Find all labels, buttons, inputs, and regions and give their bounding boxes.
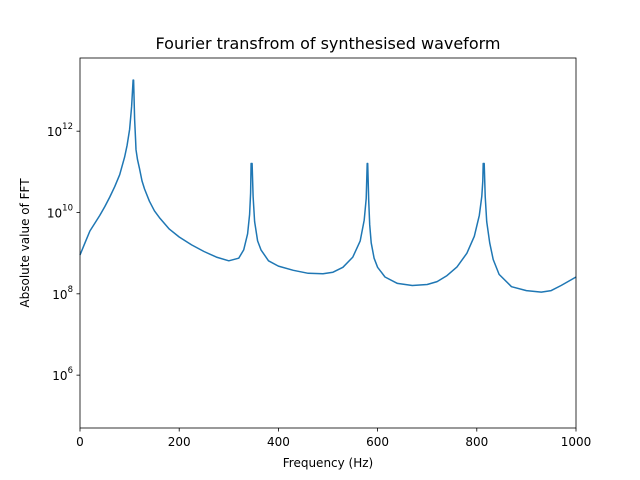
series-line [79, 79, 577, 293]
y-axis-label: Absolute value of FFT [18, 178, 32, 308]
y-tick-power: 12 [62, 122, 73, 132]
y-tick-power: 8 [68, 285, 73, 295]
y-tick-power: 10 [62, 204, 73, 214]
x-tick-label: 600 [366, 435, 389, 449]
y-tick-label: 108 [52, 285, 73, 302]
y-tick-label: 106 [52, 366, 73, 383]
plot-area [80, 58, 576, 428]
chart-title: Fourier transfrom of synthesised wavefor… [156, 34, 501, 53]
x-axis: 0 200 400 600 800 1000 [76, 428, 591, 449]
plot-frame [79, 57, 577, 429]
y-tick-base: 10 [52, 288, 67, 302]
y-tick-base: 10 [52, 369, 67, 383]
y-tick-base: 10 [47, 125, 62, 139]
x-tick-label: 1000 [561, 435, 592, 449]
x-axis-label: Frequency (Hz) [283, 456, 374, 470]
x-tick-label: 400 [267, 435, 290, 449]
y-tick-label: 1012 [47, 122, 73, 139]
y-tick-label: 1010 [47, 204, 73, 221]
x-tick-label: 800 [465, 435, 488, 449]
x-tick-label: 0 [76, 435, 84, 449]
x-tick-label: 200 [168, 435, 191, 449]
y-tick-power: 6 [68, 366, 73, 376]
y-tick-base: 10 [47, 207, 62, 221]
